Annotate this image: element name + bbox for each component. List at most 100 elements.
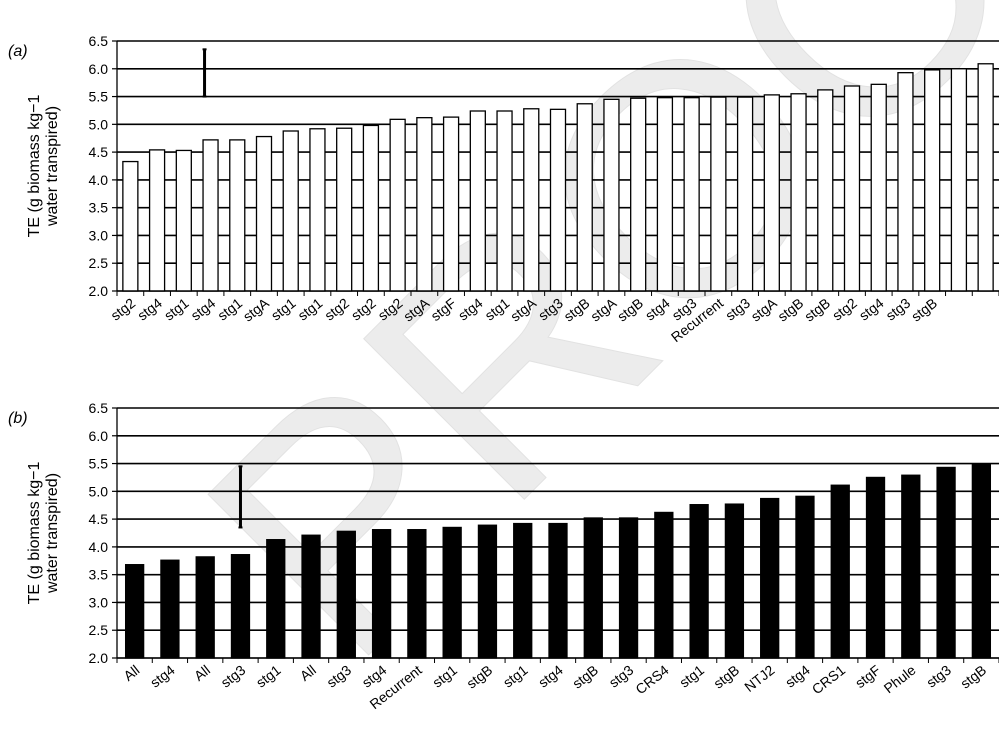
bar	[618, 517, 639, 659]
y-tick-label: 2.0	[89, 650, 109, 666]
x-tick-label: stg2	[375, 295, 406, 324]
y-tick-label: 6.5	[89, 33, 109, 49]
x-tick-label: stg4	[455, 295, 486, 324]
y-tick-label: 4.5	[89, 511, 109, 527]
bar	[407, 529, 427, 659]
x-tick-label: stg1	[429, 662, 460, 691]
bar	[901, 474, 921, 659]
bar	[689, 504, 709, 659]
bar	[477, 524, 498, 659]
bar	[763, 94, 780, 292]
x-tick-label: stg2	[321, 295, 352, 324]
bar	[442, 116, 460, 292]
x-tick-label: CRS4	[632, 662, 671, 698]
bar	[795, 495, 815, 659]
x-tick-label: stgB	[908, 295, 940, 325]
x-tick-label: stg3	[218, 662, 249, 691]
bar	[122, 160, 139, 292]
bar	[710, 96, 727, 292]
bar	[301, 534, 321, 659]
y-tick-label: 6.0	[89, 428, 109, 444]
x-tick-label: stg1	[161, 295, 192, 324]
x-tick-label: stgA	[748, 294, 780, 324]
bar	[843, 85, 861, 292]
x-tick-label: stg4	[134, 295, 165, 324]
bar	[760, 497, 780, 659]
bar	[865, 476, 886, 659]
bar	[513, 522, 533, 659]
x-tick-label: stgA	[240, 294, 272, 324]
x-tick-label: stg4	[147, 662, 178, 691]
bar	[977, 63, 994, 292]
x-tick-label: stg2	[108, 295, 139, 324]
x-tick-label: stgF	[852, 662, 883, 691]
bar	[255, 135, 273, 292]
panel-label: (b)	[8, 410, 28, 427]
bar	[148, 149, 166, 292]
bar	[282, 130, 299, 292]
x-tick-label: stg1	[268, 295, 299, 324]
bar	[950, 68, 968, 292]
bar	[654, 511, 674, 659]
bar	[897, 72, 914, 292]
x-tick-label: stgA	[587, 294, 619, 324]
y-tick-label: 6.0	[89, 61, 109, 77]
bar	[496, 110, 513, 292]
x-tick-label: stg1	[482, 295, 513, 324]
panel-b: (b) TE (g biomass kg−1 water transpired) 2.…	[8, 400, 999, 712]
bar	[442, 526, 462, 659]
bar	[870, 83, 887, 292]
bar	[630, 97, 647, 292]
x-tick-label: stg1	[676, 662, 707, 691]
bar	[389, 118, 406, 292]
x-tick-label: stgA	[507, 294, 539, 324]
x-tick-label: stgB	[463, 662, 495, 692]
y-tick-label: 4.5	[89, 144, 109, 160]
x-tick-label: stg2	[348, 295, 379, 324]
y-tick-label: 2.5	[89, 622, 109, 638]
y-tick-label: 5.5	[89, 456, 109, 472]
y-tick-label: 3.0	[89, 227, 109, 243]
bar	[523, 108, 540, 292]
bar	[724, 503, 745, 659]
bar	[583, 517, 603, 659]
x-tick-label: stg4	[856, 295, 887, 324]
bar	[362, 124, 380, 292]
x-tick-label: stgB	[774, 295, 806, 325]
x-tick-label: stgB	[569, 662, 601, 692]
bar	[549, 108, 567, 292]
x-tick-label: stg4	[188, 295, 219, 324]
bar	[548, 522, 568, 659]
bar	[936, 466, 956, 659]
x-tick-label: NTJ2	[741, 662, 777, 695]
y-axis-label: TE (g biomass kg−1	[26, 462, 43, 605]
y-tick-label: 3.0	[89, 594, 109, 610]
x-tick-label: stgB	[957, 662, 989, 692]
y-tick-label: 4.0	[89, 172, 109, 188]
x-tick-label: stg1	[214, 295, 245, 324]
y-axis-label-line2: water transpired)	[44, 473, 61, 594]
bar	[230, 554, 251, 659]
panel-a: (a) TE (g biomass kg−1 water transpired) 2.…	[8, 33, 999, 345]
bar	[124, 564, 145, 659]
bar	[336, 530, 356, 659]
x-tick-label: stg3	[323, 662, 354, 691]
bar	[736, 96, 754, 292]
x-tick-label: stg1	[500, 662, 531, 691]
y-tick-label: 2.5	[89, 255, 109, 271]
y-tick-label: 5.5	[89, 89, 109, 105]
x-tick-label: stg4	[782, 662, 813, 691]
bar	[656, 97, 674, 292]
x-tick-label: stg1	[253, 662, 284, 691]
bar	[576, 103, 593, 292]
bar	[229, 139, 246, 292]
x-tick-label: stg3	[883, 295, 914, 324]
x-tick-label: stg4	[535, 662, 566, 691]
bar	[371, 529, 392, 659]
x-tick-label: stg3	[722, 295, 753, 324]
x-tick-label: stg3	[923, 662, 954, 691]
bar	[469, 110, 486, 292]
x-tick-label: stgB	[561, 295, 593, 325]
x-tick-label: stg4	[642, 295, 673, 324]
